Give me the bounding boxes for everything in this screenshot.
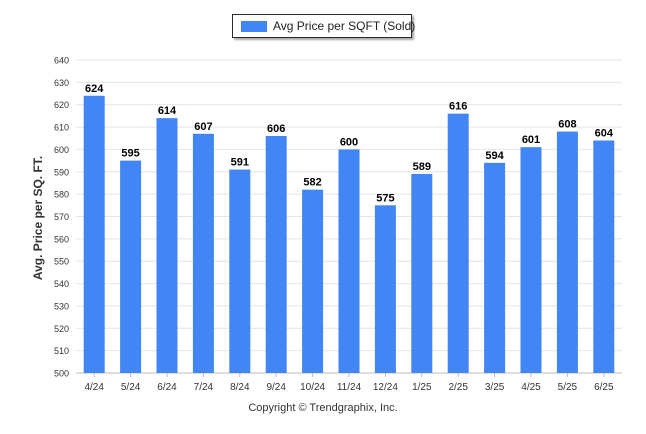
data-label: 607 xyxy=(194,121,212,133)
y-tick-label: 530 xyxy=(54,301,69,311)
x-tick-label: 4/25 xyxy=(521,382,541,393)
data-label: 606 xyxy=(267,123,285,135)
bar xyxy=(83,95,105,374)
x-tick-label: 11/24 xyxy=(337,382,362,393)
y-tick-label: 570 xyxy=(54,212,69,222)
y-tick-label: 500 xyxy=(54,369,69,379)
y-tick-label: 580 xyxy=(54,190,69,200)
x-tick-label: 6/24 xyxy=(157,382,177,393)
y-tick-label: 600 xyxy=(54,145,69,155)
x-tick-label: 1/25 xyxy=(412,382,432,393)
y-tick-label: 510 xyxy=(54,346,69,356)
bar xyxy=(411,174,433,373)
data-label: 601 xyxy=(522,134,540,146)
bars xyxy=(83,95,615,374)
data-label: 624 xyxy=(85,83,104,95)
x-tick-label: 7/24 xyxy=(194,382,214,393)
x-tick-label: 10/24 xyxy=(300,382,325,393)
x-tick-label: 2/25 xyxy=(448,382,468,393)
data-label: 575 xyxy=(376,192,394,204)
data-label: 614 xyxy=(158,105,177,117)
y-tick-label: 620 xyxy=(54,100,69,110)
y-axis-title: Avg. Price per SQ. FT. xyxy=(31,156,45,280)
bar xyxy=(447,113,469,374)
bar xyxy=(593,140,615,373)
legend-label: Avg Price per SQFT (Sold) xyxy=(273,19,416,33)
x-tick-label: 9/24 xyxy=(266,382,286,393)
bar xyxy=(265,136,287,373)
y-tick-label: 640 xyxy=(54,56,69,66)
x-tick-label: 12/24 xyxy=(373,382,398,393)
y-tick-label: 540 xyxy=(54,279,69,289)
x-tick-label: 8/24 xyxy=(230,382,250,393)
data-label: 616 xyxy=(449,101,467,113)
legend-swatch xyxy=(241,21,267,32)
copyright-text: Copyright © Trendgraphix, Inc. xyxy=(248,402,398,414)
bar xyxy=(374,205,396,373)
bar xyxy=(520,147,542,373)
x-axis-ticks: 4/24 5/24 6/24 7/24 8/24 9/24 10/24 11/24 12/24 1… xyxy=(84,373,614,393)
y-tick-label: 590 xyxy=(54,167,69,177)
data-label: 591 xyxy=(231,157,249,169)
bar xyxy=(192,133,214,373)
bar xyxy=(556,131,578,373)
data-labels: 624 595 614 607 591 606 582 600 575 589 616 594 601 6… xyxy=(85,83,614,205)
data-label: 589 xyxy=(413,161,431,173)
bar xyxy=(338,149,360,373)
bar xyxy=(484,162,506,373)
data-label: 582 xyxy=(303,177,321,189)
y-tick-label: 520 xyxy=(54,324,69,334)
bar xyxy=(156,118,178,373)
y-tick-label: 560 xyxy=(54,234,69,244)
bar xyxy=(302,189,324,373)
y-tick-label: 550 xyxy=(54,257,69,267)
data-label: 600 xyxy=(340,136,358,148)
y-tick-label: 630 xyxy=(54,78,69,88)
chart-legend[interactable]: Avg Price per SQFT (Sold) xyxy=(232,14,416,38)
bar xyxy=(229,169,251,373)
y-tick-label: 610 xyxy=(54,123,69,133)
y-axis-ticks: 500 510 520 530 540 550 560 570 580 590 600 610 620 6… xyxy=(54,56,69,379)
x-tick-label: 3/25 xyxy=(485,382,505,393)
x-tick-label: 5/25 xyxy=(558,382,578,393)
data-label: 608 xyxy=(558,119,576,131)
x-tick-label: 6/25 xyxy=(594,382,614,393)
data-label: 595 xyxy=(121,148,139,160)
data-label: 594 xyxy=(485,150,504,162)
data-label: 604 xyxy=(595,127,614,139)
bar xyxy=(120,160,142,373)
x-tick-label: 4/24 xyxy=(84,382,104,393)
x-tick-label: 5/24 xyxy=(121,382,141,393)
